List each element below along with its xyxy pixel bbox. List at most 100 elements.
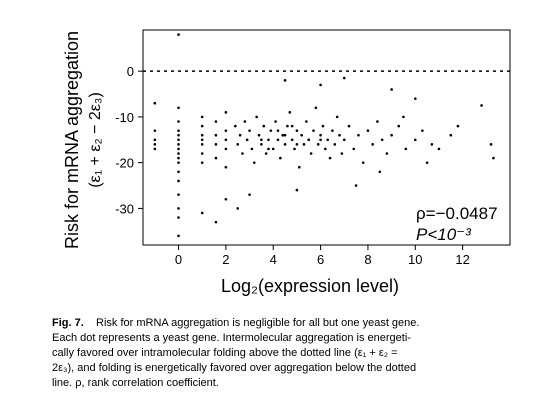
point: [404, 147, 408, 151]
point: [260, 138, 263, 142]
point: [309, 152, 313, 155]
point: [177, 161, 180, 164]
point: [286, 124, 289, 128]
point: [347, 124, 351, 128]
point: [397, 124, 401, 128]
point: [371, 143, 374, 146]
y-axis-label-2: (ε₁ + ε₂ − 2ε₃): [87, 92, 104, 188]
point: [224, 111, 228, 114]
x-tick-label: 6: [317, 252, 324, 267]
point: [177, 147, 180, 151]
point: [236, 207, 240, 210]
point: [331, 129, 334, 132]
point: [245, 138, 249, 142]
point: [177, 138, 180, 142]
point: [200, 133, 204, 137]
point: [248, 129, 251, 132]
point: [236, 143, 240, 146]
point: [378, 170, 382, 174]
annotation: P<10⁻³: [416, 225, 472, 244]
point: [177, 129, 180, 132]
x-tick-label: 0: [175, 252, 182, 267]
point: [290, 138, 294, 142]
point: [288, 111, 292, 114]
point: [354, 184, 358, 187]
x-tick-label: 8: [364, 252, 371, 267]
point: [274, 120, 277, 123]
point: [295, 188, 299, 192]
point: [264, 152, 268, 155]
point: [328, 156, 332, 160]
point: [276, 129, 280, 132]
point: [326, 138, 329, 142]
point: [271, 147, 275, 151]
point: [200, 161, 204, 164]
point: [214, 220, 218, 224]
point: [177, 152, 180, 155]
point: [319, 83, 322, 87]
point: [177, 193, 180, 196]
point: [177, 179, 180, 183]
point: [200, 152, 204, 155]
y-tick-label: 0: [127, 64, 134, 79]
point: [177, 106, 180, 110]
point: [283, 79, 287, 82]
point: [366, 129, 370, 132]
point: [319, 133, 322, 137]
x-axis-label: Log₂(expression level): [221, 276, 399, 296]
point: [177, 170, 180, 174]
caption-label: Fig. 7.: [52, 317, 84, 329]
point: [480, 104, 483, 107]
point: [224, 197, 228, 201]
point: [342, 138, 346, 142]
point: [267, 147, 270, 151]
point: [492, 156, 495, 160]
point: [425, 161, 429, 164]
point: [177, 33, 180, 36]
y-tick-label: -20: [115, 156, 134, 171]
point: [177, 216, 180, 219]
point: [260, 143, 263, 146]
point: [314, 106, 318, 110]
point: [257, 133, 261, 137]
y-tick-label: -10: [115, 110, 134, 125]
point: [300, 133, 303, 137]
point: [200, 115, 204, 119]
point: [153, 147, 157, 151]
point: [340, 152, 344, 155]
point: [267, 138, 270, 142]
caption-line: Risk for mRNA aggregation is negligible …: [96, 317, 419, 329]
x-tick-label: 4: [270, 252, 277, 267]
point: [153, 143, 157, 146]
point: [224, 165, 228, 169]
point: [342, 76, 346, 80]
point: [376, 120, 379, 123]
point: [293, 147, 296, 151]
point: [316, 143, 320, 146]
caption-line: 2ε₃), and folding is energetically favor…: [52, 362, 416, 374]
point: [200, 143, 204, 146]
point: [302, 143, 306, 146]
point: [177, 133, 180, 137]
point: [402, 115, 405, 119]
x-tick-label: 10: [408, 252, 422, 267]
point: [234, 124, 237, 128]
point: [421, 129, 424, 132]
point: [281, 133, 284, 137]
point: [297, 165, 301, 169]
point: [312, 129, 315, 132]
point: [262, 124, 266, 128]
point: [357, 133, 360, 137]
point: [224, 147, 228, 151]
caption-line: Each dot represents a yeast gene. Interm…: [52, 332, 411, 344]
point: [153, 101, 157, 105]
x-tick-label: 2: [222, 252, 229, 267]
point: [390, 133, 393, 137]
point: [283, 143, 287, 146]
point: [333, 143, 337, 146]
point: [276, 138, 280, 142]
point: [324, 147, 327, 151]
point: [224, 129, 228, 132]
